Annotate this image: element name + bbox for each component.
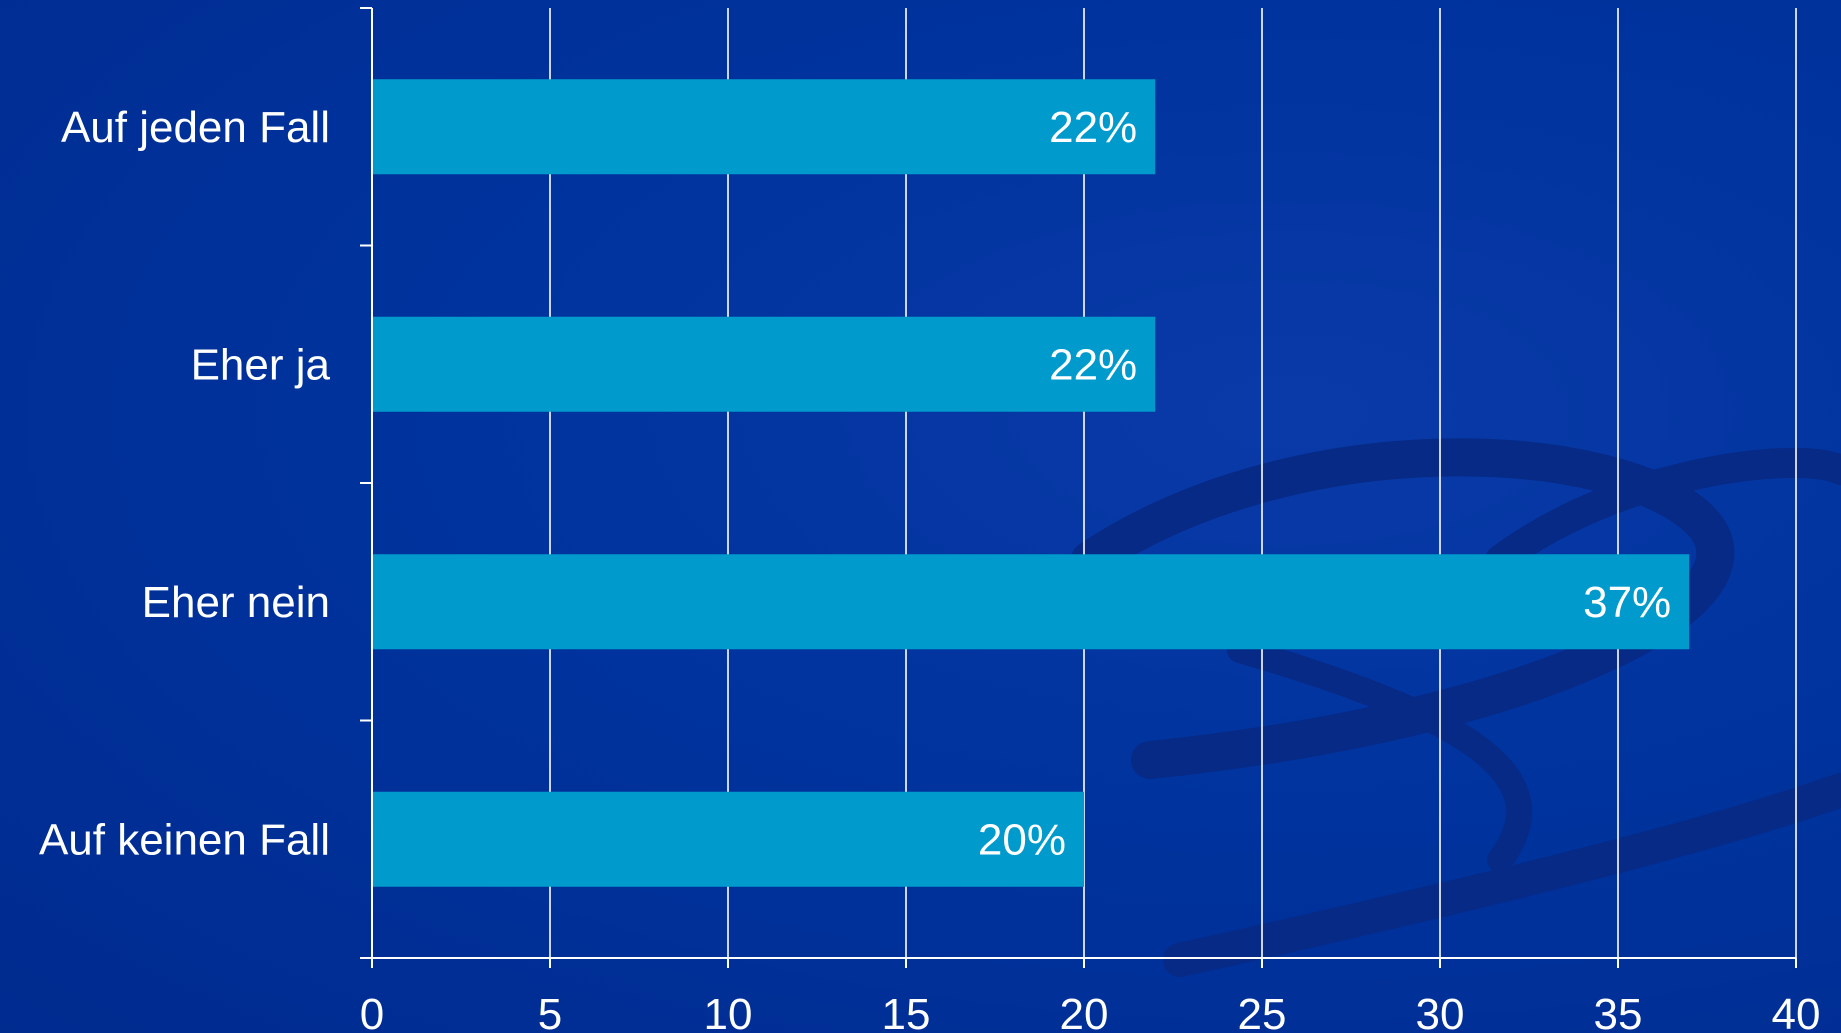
data-label: 37% [1583,578,1671,627]
data-label: 22% [1049,103,1137,152]
x-tick-label: 20 [1060,990,1109,1033]
category-label: Eher nein [142,578,330,627]
bar [372,554,1690,650]
background-swoosh-decoration [1071,438,1841,977]
x-tick-label: 0 [360,990,384,1033]
x-tick-label: 35 [1594,990,1643,1033]
x-tick-label: 30 [1416,990,1465,1033]
x-tick-label: 15 [882,990,931,1033]
bar [372,791,1084,887]
category-label: Auf keinen Fall [39,815,330,864]
bars [372,79,1690,887]
category-label: Eher ja [191,340,331,389]
x-tick-label: 5 [538,990,562,1033]
category-label: Auf jeden Fall [61,103,330,152]
data-label: 20% [978,815,1066,864]
axes [360,7,1797,968]
labels: 0 5 10 15 20 25 30 35 40 Auf jeden Fall 22% Eher ja… [39,103,1821,1033]
data-label: 22% [1049,340,1137,389]
x-tick-label: 25 [1238,990,1287,1033]
bar [372,79,1156,175]
bar [372,316,1156,412]
x-tick-label: 10 [704,990,753,1033]
x-tick-label: 40 [1772,990,1821,1033]
